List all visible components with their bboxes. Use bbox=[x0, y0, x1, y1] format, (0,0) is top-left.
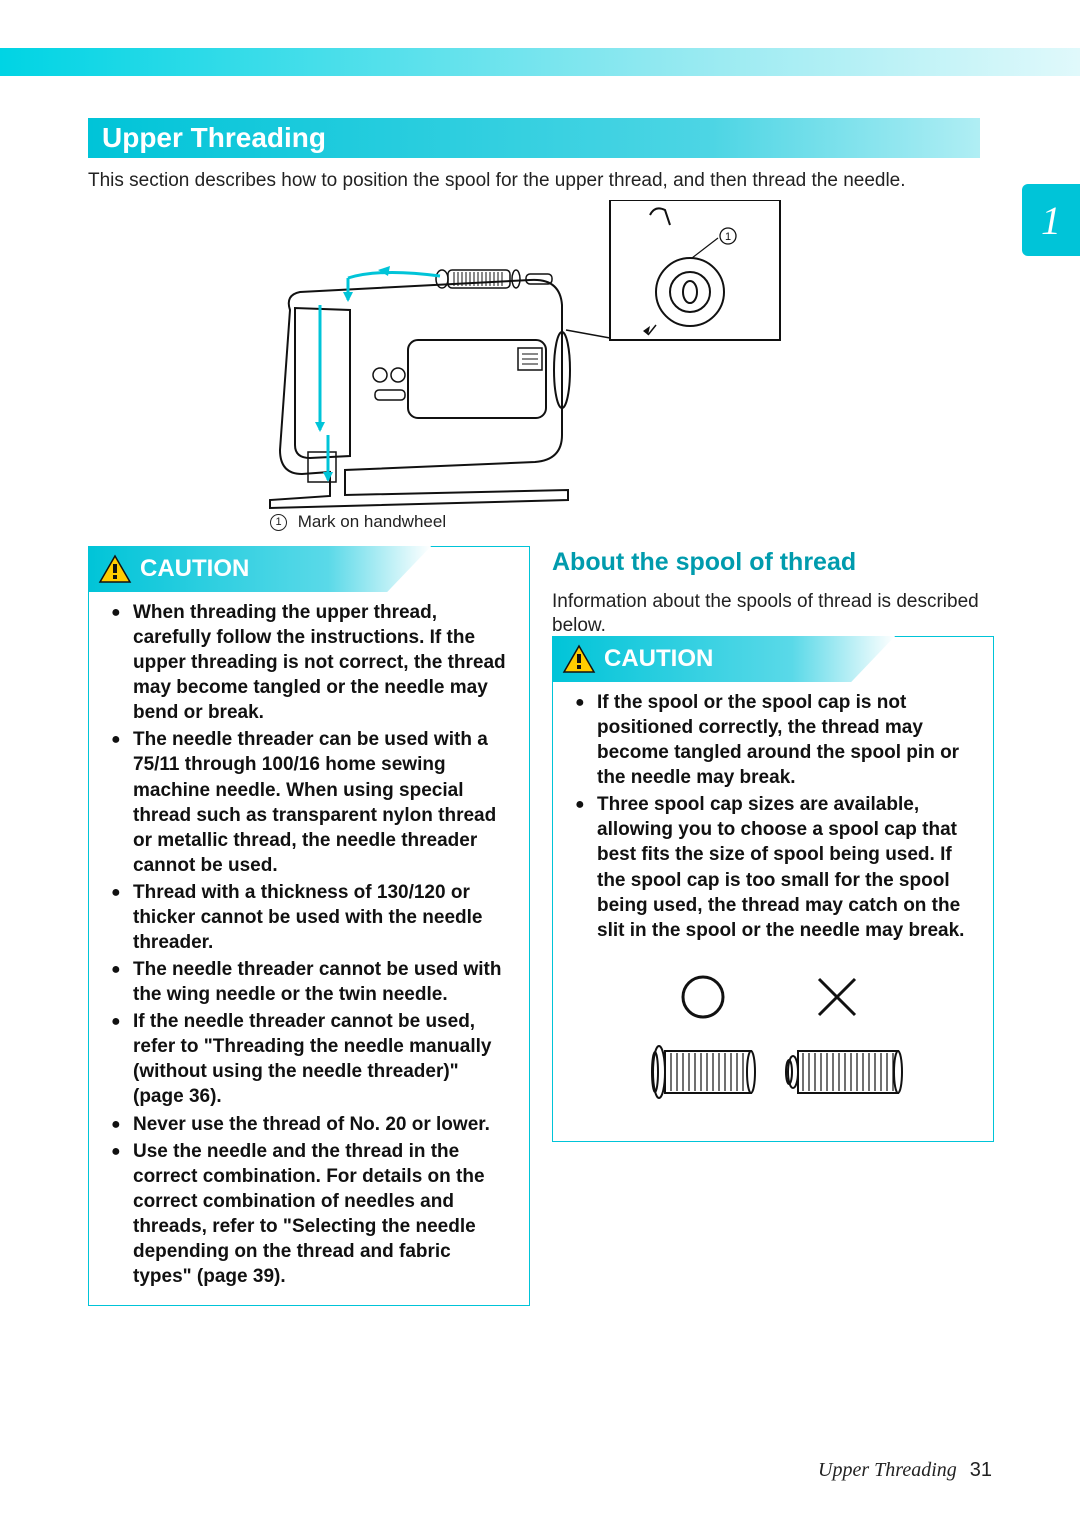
footer-title: Upper Threading bbox=[818, 1459, 957, 1481]
chapter-tab: 1 bbox=[1022, 184, 1080, 256]
spool-size-diagram bbox=[553, 959, 993, 1141]
list-item: The needle threader can be used with a 7… bbox=[111, 727, 511, 877]
caption-number: 1 bbox=[270, 514, 287, 531]
caution-tab: CAUTION bbox=[88, 546, 431, 592]
caution-tab: CAUTION bbox=[552, 636, 895, 682]
intro-paragraph: This section describes how to position t… bbox=[88, 170, 906, 192]
svg-text:1: 1 bbox=[725, 231, 731, 243]
sewing-machine-diagram: 1 bbox=[230, 200, 790, 520]
section-header: Upper Threading bbox=[88, 118, 980, 158]
footer-page-number: 31 bbox=[970, 1459, 992, 1481]
list-item: If the needle threader cannot be used, r… bbox=[111, 1009, 511, 1109]
caption-text: Mark on handwheel bbox=[298, 512, 446, 531]
page-footer: Upper Threading 31 bbox=[818, 1459, 992, 1482]
chapter-number: 1 bbox=[1041, 197, 1061, 244]
warning-icon bbox=[98, 554, 132, 584]
caution-label: CAUTION bbox=[140, 555, 249, 583]
top-gradient-bar bbox=[0, 48, 1080, 76]
threading-figure: 1 bbox=[230, 200, 790, 520]
list-item: Thread with a thickness of 130/120 or th… bbox=[111, 880, 511, 955]
list-item: Three spool cap sizes are available, all… bbox=[575, 792, 975, 942]
caution-body: When threading the upper thread, careful… bbox=[89, 592, 529, 1305]
list-item: Never use the thread of No. 20 or lower. bbox=[111, 1112, 511, 1137]
caution-box-threading: CAUTION When threading the upper thread,… bbox=[88, 546, 530, 1306]
list-item: If the spool or the spool cap is not pos… bbox=[575, 690, 975, 790]
list-item: Use the needle and the thread in the cor… bbox=[111, 1139, 511, 1289]
subsection-description: Information about the spools of thread i… bbox=[552, 590, 987, 639]
warning-icon bbox=[562, 644, 596, 674]
figure-caption: 1 Mark on handwheel bbox=[270, 512, 446, 533]
caution-body: If the spool or the spool cap is not pos… bbox=[553, 682, 993, 959]
subsection-heading: About the spool of thread bbox=[552, 548, 856, 577]
caution-label: CAUTION bbox=[604, 645, 713, 673]
list-item: The needle threader cannot be used with … bbox=[111, 957, 511, 1007]
list-item: When threading the upper thread, careful… bbox=[111, 600, 511, 725]
caution-box-spool: CAUTION If the spool or the spool cap is… bbox=[552, 636, 994, 1142]
section-title: Upper Threading bbox=[102, 122, 326, 153]
